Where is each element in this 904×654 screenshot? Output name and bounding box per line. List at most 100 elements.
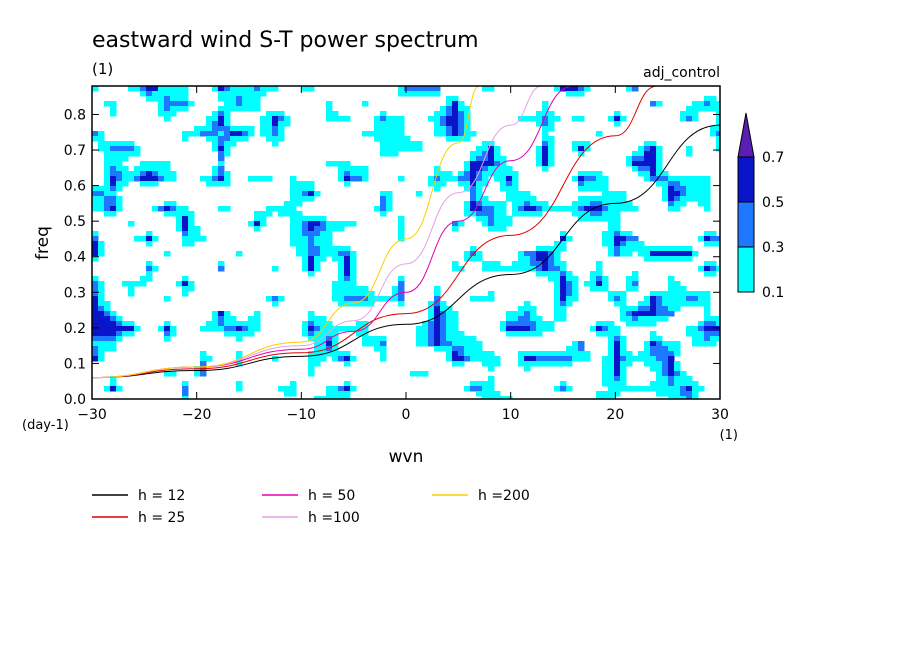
contour-cell xyxy=(188,281,195,287)
contour-cell xyxy=(212,166,219,172)
contour-cell xyxy=(644,341,651,347)
contour-cell xyxy=(248,91,255,97)
contour-cell xyxy=(290,241,297,247)
contour-cell xyxy=(542,206,549,212)
contour-cell xyxy=(686,111,693,117)
contour-cell xyxy=(152,166,159,172)
contour-cell xyxy=(524,311,531,317)
contour-cell xyxy=(344,271,351,277)
contour-cell xyxy=(320,356,327,362)
contour-cell xyxy=(392,146,399,152)
contour-cell xyxy=(164,201,171,207)
contour-cell xyxy=(680,191,687,197)
contour-cell xyxy=(716,116,720,122)
contour-cell xyxy=(704,311,711,317)
contour-cell xyxy=(350,166,357,172)
contour-cell xyxy=(644,321,651,327)
contour-cell xyxy=(536,351,543,357)
contour-cell xyxy=(110,321,117,327)
contour-cell xyxy=(116,321,123,327)
contour-cell xyxy=(572,296,579,302)
contour-cell xyxy=(440,336,447,342)
contour-cell xyxy=(176,206,183,212)
contour-cell xyxy=(446,356,453,362)
contour-cell xyxy=(326,221,333,227)
contour-cell xyxy=(590,271,597,277)
contour-cell xyxy=(428,91,435,97)
contour-cell xyxy=(566,86,573,92)
contour-cell xyxy=(692,381,699,387)
contour-cell xyxy=(590,196,597,202)
chart-title: eastward wind S-T power spectrum xyxy=(92,28,479,53)
contour-cell xyxy=(656,156,663,162)
contour-cell xyxy=(716,316,720,322)
contour-cell xyxy=(710,331,717,337)
contour-cell xyxy=(644,296,651,302)
contour-cell xyxy=(110,156,117,162)
contour-cell xyxy=(476,151,483,157)
contour-cell xyxy=(338,271,345,277)
contour-cell xyxy=(440,301,447,307)
contour-cell xyxy=(614,331,621,337)
contour-cell xyxy=(104,321,111,327)
contour-cell xyxy=(458,266,465,272)
contour-cell xyxy=(122,141,129,147)
contour-cell xyxy=(314,316,321,322)
contour-cell xyxy=(314,356,321,362)
contour-cell xyxy=(530,306,537,312)
contour-cell xyxy=(392,136,399,142)
contour-cell xyxy=(356,286,363,292)
contour-cell xyxy=(350,301,357,307)
contour-cell xyxy=(680,201,687,207)
contour-cell xyxy=(530,351,537,357)
contour-cell xyxy=(146,271,153,277)
contour-cell xyxy=(92,236,99,242)
contour-cell xyxy=(290,381,297,387)
contour-cell xyxy=(602,331,609,337)
contour-cell xyxy=(554,241,561,247)
contour-cell xyxy=(332,116,339,122)
contour-cell xyxy=(536,256,543,262)
contour-cell xyxy=(662,351,669,357)
contour-cell xyxy=(470,296,477,302)
contour-cell xyxy=(464,336,471,342)
contour-cell xyxy=(494,166,501,172)
contour-cell xyxy=(464,356,471,362)
contour-cell xyxy=(428,301,435,307)
contour-cell xyxy=(710,241,717,247)
contour-cell xyxy=(104,206,111,212)
contour-cell xyxy=(632,241,639,247)
contour-cell xyxy=(188,286,195,292)
contour-cell xyxy=(488,376,495,382)
contour-cell xyxy=(326,321,333,327)
contour-cell xyxy=(332,161,339,167)
contour-cell xyxy=(524,306,531,312)
contour-cell xyxy=(578,206,585,212)
contour-cell xyxy=(368,131,375,137)
contour-cell xyxy=(170,176,177,182)
contour-cell xyxy=(338,116,345,122)
contour-cell xyxy=(392,116,399,122)
contour-cell xyxy=(152,181,159,187)
contour-cell xyxy=(146,176,153,182)
contour-cell xyxy=(626,156,633,162)
contour-cell xyxy=(266,121,273,127)
contour-cell xyxy=(194,231,201,237)
contour-cell xyxy=(314,221,321,227)
contour-cell xyxy=(344,391,351,397)
contour-cell xyxy=(476,196,483,202)
contour-cell xyxy=(644,151,651,157)
contour-cell xyxy=(362,336,369,342)
contour-cell xyxy=(512,201,519,207)
contour-cell xyxy=(608,191,615,197)
contour-cell xyxy=(200,126,207,132)
contour-cell xyxy=(104,101,111,107)
contour-cell xyxy=(428,176,435,182)
contour-cell xyxy=(578,356,585,362)
contour-cell xyxy=(182,136,189,142)
contour-cell xyxy=(644,251,651,257)
contour-cell xyxy=(488,261,495,267)
contour-cell xyxy=(314,256,321,262)
contour-cell xyxy=(572,91,579,97)
